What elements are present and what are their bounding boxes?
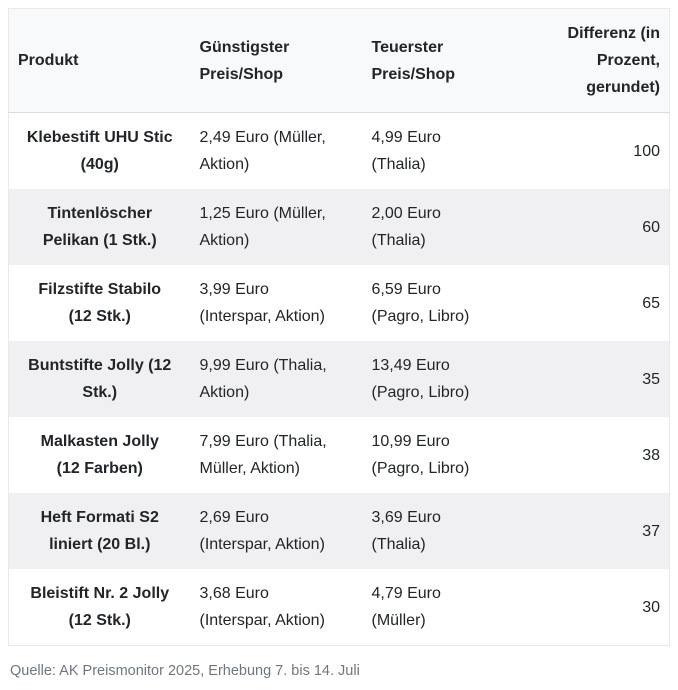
table-row: Tintenlöscher Pelikan (1 Stk.) 1,25 Euro… (8, 189, 670, 265)
table-body: Klebestift UHU Stic (40g) 2,49 Euro (Mül… (8, 112, 670, 646)
product-cell: Filzstifte Stabilo (12 Stk.) (8, 265, 191, 341)
expensive-price-cell: 6,59 Euro (Pagro, Libro) (362, 265, 535, 341)
cheapest-price-cell: 1,25 Euro (Müller, Aktion) (190, 189, 363, 265)
table-row: Bleistift Nr. 2 Jolly (12 Stk.) 3,68 Eur… (8, 569, 670, 646)
table-row: Malkasten Jolly (12 Farben) 7,99 Euro (T… (8, 417, 670, 493)
header-row: Produkt Günstigster Preis/Shop Teuerster… (8, 8, 670, 113)
table-header: Produkt Günstigster Preis/Shop Teuerster… (8, 8, 670, 113)
table-row: Klebestift UHU Stic (40g) 2,49 Euro (Mül… (8, 112, 670, 189)
table-row: Filzstifte Stabilo (12 Stk.) 3,99 Euro (… (8, 265, 670, 341)
cheapest-price-cell: 2,49 Euro (Müller, Aktion) (190, 112, 363, 189)
expensive-price-cell: 2,00 Euro (Thalia) (362, 189, 535, 265)
difference-cell: 65 (534, 265, 670, 341)
source-note: Quelle: AK Preismonitor 2025, Erhebung 7… (10, 663, 360, 679)
product-cell: Malkasten Jolly (12 Farben) (8, 417, 191, 493)
expensive-price-cell: 10,99 Euro (Pagro, Libro) (362, 417, 535, 493)
cheapest-price-cell: 3,68 Euro (Interspar, Aktion) (190, 569, 363, 646)
cheapest-price-cell: 9,99 Euro (Thalia, Aktion) (190, 341, 363, 417)
difference-cell: 60 (534, 189, 670, 265)
expensive-price-cell: 3,69 Euro (Thalia) (362, 493, 535, 569)
product-cell: Heft Formati S2 liniert (20 Bl.) (8, 493, 191, 569)
product-cell: Buntstifte Jolly (12 Stk.) (8, 341, 191, 417)
expensive-price-cell: 13,49 Euro (Pagro, Libro) (362, 341, 535, 417)
column-header-most-expensive-price: Teuerster Preis/Shop (362, 8, 535, 113)
difference-cell: 37 (534, 493, 670, 569)
cheapest-price-cell: 3,99 Euro (Interspar, Aktion) (190, 265, 363, 341)
cheapest-price-cell: 2,69 Euro (Interspar, Aktion) (190, 493, 363, 569)
expensive-price-cell: 4,99 Euro (Thalia) (362, 112, 535, 189)
product-cell: Tintenlöscher Pelikan (1 Stk.) (8, 189, 191, 265)
price-comparison-table: Produkt Günstigster Preis/Shop Teuerster… (8, 8, 670, 646)
difference-cell: 35 (534, 341, 670, 417)
product-cell: Bleistift Nr. 2 Jolly (12 Stk.) (8, 569, 191, 646)
product-cell: Klebestift UHU Stic (40g) (8, 112, 191, 189)
difference-cell: 100 (534, 112, 670, 189)
difference-cell: 30 (534, 569, 670, 646)
column-header-difference-percent: Differenz (in Prozent, gerundet) (534, 8, 670, 113)
column-header-product: Produkt (8, 8, 191, 113)
column-header-cheapest-price: Günstigster Preis/Shop (190, 8, 363, 113)
expensive-price-cell: 4,79 Euro (Müller) (362, 569, 535, 646)
difference-cell: 38 (534, 417, 670, 493)
cheapest-price-cell: 7,99 Euro (Thalia, Müller, Aktion) (190, 417, 363, 493)
table-row: Buntstifte Jolly (12 Stk.) 9,99 Euro (Th… (8, 341, 670, 417)
table-row: Heft Formati S2 liniert (20 Bl.) 2,69 Eu… (8, 493, 670, 569)
